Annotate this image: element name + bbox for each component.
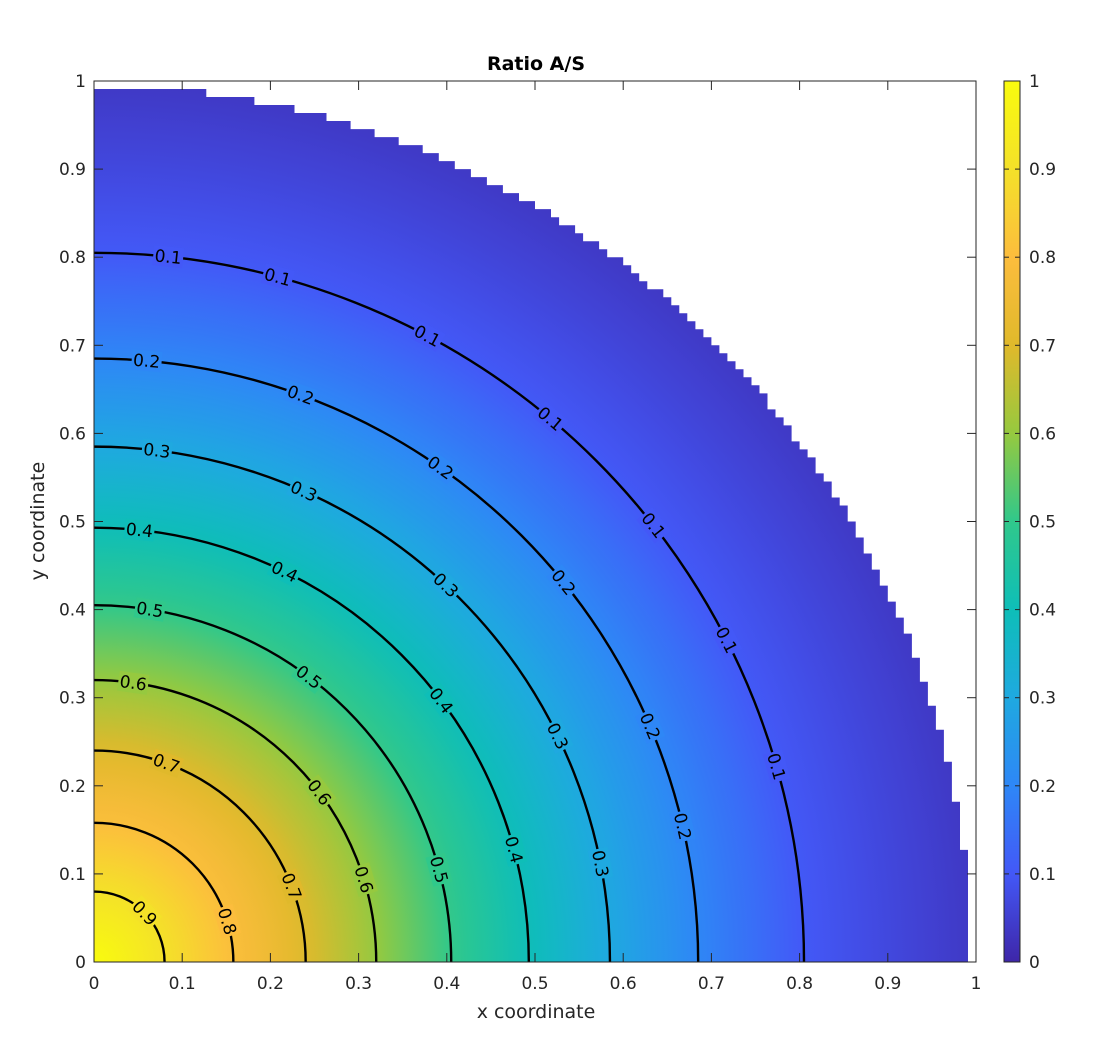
y-tick-label: 0.4 (59, 601, 86, 621)
plot-area (94, 81, 976, 962)
y-tick-label: 0.5 (59, 513, 86, 533)
colorbar-tick-label: 0.3 (1029, 689, 1056, 709)
contour-label-bg (710, 622, 743, 658)
contour-line-0.3 (93, 445, 612, 963)
contour-label-bg (425, 852, 453, 887)
colorbar-tick-label: 0.4 (1029, 601, 1056, 621)
colorbar-tick-label: 0.9 (1029, 160, 1056, 180)
x-tick-label: 0.3 (345, 974, 372, 994)
x-axis-label: x coordinate (477, 1001, 596, 1023)
contour-label-0.6: 0.6 (118, 672, 148, 696)
colorbar-tick-label: 0 (1029, 953, 1040, 973)
contour-label-bg (669, 809, 696, 844)
contour-0.5: 0.50.50.5 (93, 597, 453, 963)
x-tick-label: 0 (89, 974, 100, 994)
contour-label-bg (424, 682, 459, 719)
y-axis-label: y coordinate (27, 462, 49, 581)
y-tick-label: 0.6 (59, 424, 86, 444)
contour-label-bg (283, 380, 319, 410)
contour-label-bg (302, 774, 337, 811)
colorbar-tick-label: 0.1 (1029, 865, 1056, 885)
x-tick-label: 1 (971, 974, 982, 994)
x-tick-label: 0.4 (433, 974, 460, 994)
x-tick-label: 0.8 (786, 974, 813, 994)
contour-label-bg (587, 847, 614, 881)
contour-0.4: 0.40.40.40.4 (93, 518, 531, 963)
contour-label-bg (349, 862, 378, 897)
y-tick-label: 0 (75, 953, 86, 973)
y-tick-label: 0.9 (59, 160, 86, 180)
y-axis: 0 0.1 0.2 0.3 0.4 0.5 0.6 0.7 0.8 0.9 1 (59, 72, 976, 973)
contour-label-bg (266, 556, 303, 588)
contour-line-0.6 (93, 678, 378, 963)
contour-0.6: 0.60.60.6 (93, 670, 378, 963)
y-tick-label: 0.1 (59, 865, 86, 885)
contour-label-bg (636, 507, 671, 544)
colorbar-tick-label: 0.7 (1029, 336, 1056, 356)
contour-label-bg (213, 904, 242, 939)
x-tick-label: 0.6 (610, 974, 637, 994)
y-tick-label: 0.8 (59, 248, 86, 268)
contour-label-bg (546, 564, 581, 601)
colorbar-tick-label: 1 (1029, 72, 1040, 92)
colorbar-tick-label: 0.2 (1029, 777, 1056, 797)
contour-label-bg (123, 518, 156, 542)
x-tick-label: 0.2 (257, 974, 284, 994)
contour-label-bg (542, 718, 574, 754)
contour-label-0.3: 0.3 (142, 440, 171, 463)
contour-label-bg (152, 245, 185, 269)
x-tick-label: 0.7 (698, 974, 725, 994)
contour-label-bg (500, 832, 528, 867)
x-tick-label: 0.1 (169, 974, 196, 994)
contour-label-bg (260, 263, 295, 291)
x-axis: 0 0.1 0.2 0.3 0.4 0.5 0.6 0.7 0.8 0.9 1 (89, 81, 982, 994)
contour-line-0.7 (93, 749, 307, 963)
colorbar-tick-label: 0.6 (1029, 424, 1056, 444)
contour-label-bg (762, 749, 791, 784)
contour-label-bg (117, 670, 150, 695)
contour-label-bg (422, 450, 459, 485)
contour-label-bg (140, 438, 173, 463)
contour-label-bg (276, 868, 307, 904)
contour-label-bg (148, 748, 184, 778)
colorbar: 0 0.1 0.2 0.3 0.4 0.5 0.6 0.7 0.8 0.9 1 (1003, 72, 1056, 973)
axes: 0 0.1 0.2 0.3 0.4 0.5 0.6 0.7 0.8 0.9 100.10.20.30… (59, 72, 981, 994)
contour-label-bg (409, 319, 446, 352)
chart-title: Ratio A/S (487, 53, 585, 75)
contour-label-0.2: 0.2 (132, 351, 161, 373)
colorbar-tick-label: 0.8 (1029, 248, 1056, 268)
y-tick-label: 0.3 (59, 689, 86, 709)
y-tick-label: 0.2 (59, 777, 86, 797)
contour-label-bg (286, 475, 322, 507)
contour-label-bg (133, 597, 167, 622)
contour-label-0.4: 0.4 (125, 520, 154, 543)
x-tick-label: 0.9 (874, 974, 901, 994)
field-fill (94, 81, 976, 962)
contour-label-bg (635, 708, 666, 744)
colorbar-tick-label: 0.5 (1029, 513, 1056, 533)
x-tick-label: 0.5 (521, 974, 548, 994)
contour-label-0.1: 0.1 (154, 246, 183, 269)
y-tick-label: 1 (75, 72, 86, 92)
contour-label-bg (290, 660, 327, 695)
contour-0.3: 0.30.30.30.30.3 (93, 438, 614, 963)
contour-label-bg (127, 895, 163, 931)
y-tick-label: 0.7 (59, 336, 86, 356)
contour-label-bg (130, 349, 163, 373)
contour-label-0.5: 0.5 (135, 599, 165, 623)
contour-label-bg (532, 401, 569, 437)
contour-label-bg (428, 567, 464, 603)
